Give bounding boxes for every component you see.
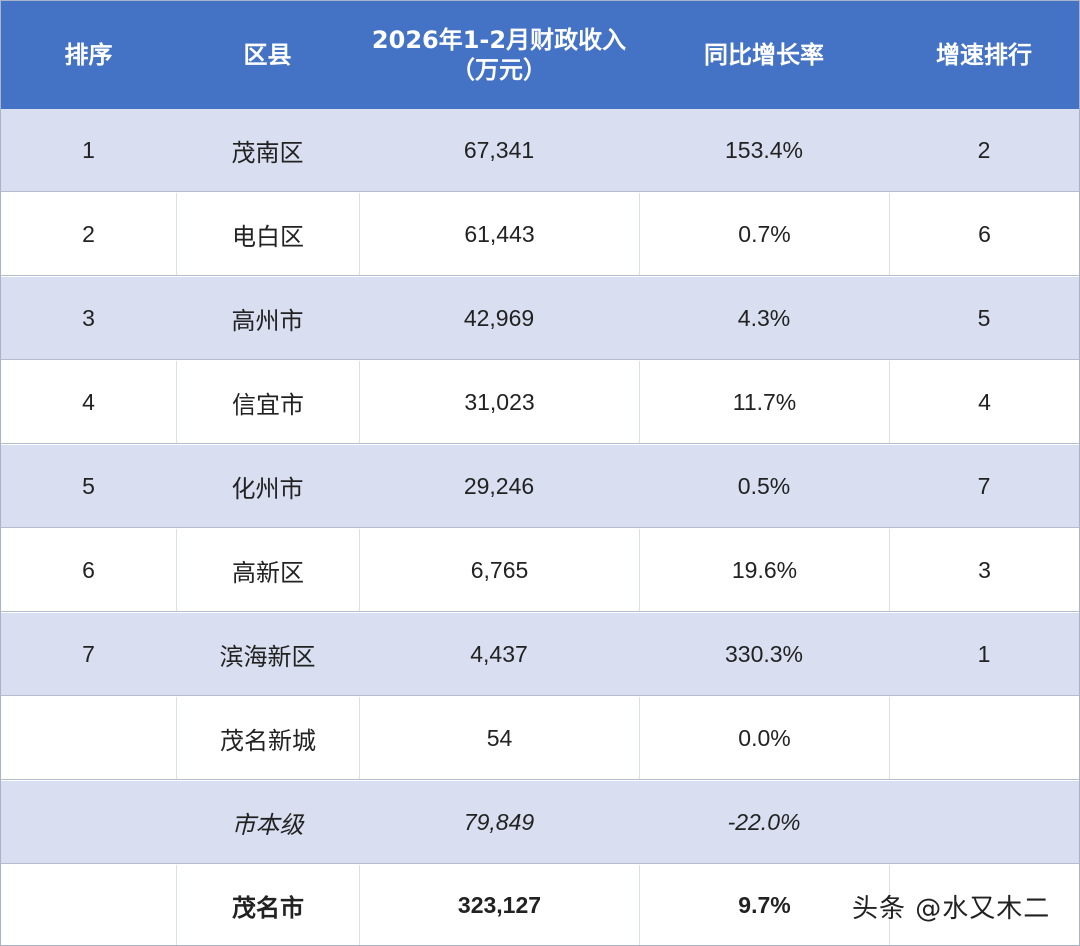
table-row: 4 信宜市 31,023 11.7% 4 (1, 361, 1079, 444)
cell-district: 高新区 (176, 529, 359, 611)
cell-revenue: 42,969 (463, 304, 535, 331)
header-revenue-line2: （万元） (451, 56, 547, 84)
header-revenue-line1: 2026年1-2月财政收入 (371, 26, 627, 54)
table-row: 3 高州市 42,969 4.3% 5 (1, 277, 1079, 360)
cell-growth-rank: 3 (889, 529, 1079, 611)
cell-rank: 6 (82, 556, 95, 583)
header-revenue: 2026年1-2月财政收入 （万元） (359, 1, 639, 109)
cell-revenue: 54 (359, 697, 639, 779)
cell-rank: 1 (82, 136, 95, 163)
cell-district: 滨海新区 (219, 642, 316, 671)
cell-revenue: 79,849 (463, 808, 535, 835)
table-row: 5 化州市 29,246 0.5% 7 (1, 445, 1079, 528)
watermark: 头条 @水又木二 (852, 894, 1051, 924)
cell-district: 茂名市 (176, 865, 359, 945)
cell-rank: 3 (82, 304, 95, 331)
cell-growth: 330.3% (724, 640, 803, 667)
table-row-city-level: 市本级 79,849 -22.0% (1, 781, 1079, 864)
cell-district: 高州市 (231, 306, 304, 335)
cell-district: 茂名新城 (176, 697, 359, 779)
cell-growth-rank: 1 (977, 640, 991, 667)
cell-revenue: 6,765 (359, 529, 639, 611)
cell-growth-rank (889, 865, 1079, 945)
cell-growth-rank: 5 (977, 304, 991, 331)
cell-revenue: 29,246 (463, 472, 535, 499)
cell-growth-rank: 7 (977, 472, 991, 499)
header-rank: 排序 (64, 41, 113, 69)
table-row: 1 茂南区 67,341 153.4% 2 (1, 109, 1079, 192)
header-district: 区县 (243, 41, 292, 69)
cell-district: 茂南区 (231, 138, 304, 167)
cell-rank (1, 865, 176, 945)
cell-rank (1, 781, 176, 863)
cell-growth: 153.4% (724, 136, 803, 163)
cell-growth: 19.6% (639, 529, 889, 611)
cell-district: 信宜市 (176, 361, 359, 443)
cell-revenue: 67,341 (463, 136, 535, 163)
cell-rank: 7 (82, 640, 95, 667)
cell-growth: 0.5% (737, 472, 791, 499)
cell-growth-rank: 6 (889, 193, 1079, 275)
cell-growth: 0.0% (639, 697, 889, 779)
cell-growth-rank: 4 (889, 361, 1079, 443)
table-row: 6 高新区 6,765 19.6% 3 (1, 529, 1079, 612)
cell-rank: 4 (82, 388, 95, 415)
table-row: 7 滨海新区 4,437 330.3% 1 (1, 613, 1079, 696)
cell-revenue: 31,023 (359, 361, 639, 443)
table-row: 茂名新城 54 0.0% (1, 697, 1079, 780)
table-row: 2 电白区 61,443 0.7% 6 (1, 193, 1079, 276)
header-growth: 同比增长率 (704, 41, 824, 69)
cell-rank: 2 (82, 220, 95, 247)
cell-growth: -22.0% (727, 808, 801, 835)
cell-revenue: 61,443 (359, 193, 639, 275)
cell-growth: 9.7% (639, 865, 889, 945)
cell-revenue: 4,437 (470, 640, 528, 667)
cell-district: 电白区 (176, 193, 359, 275)
cell-growth: 0.7% (639, 193, 889, 275)
table-row-total: 茂名市 323,127 9.7% (1, 865, 1079, 945)
cell-rank (1, 697, 176, 779)
cell-district: 化州市 (231, 474, 304, 503)
cell-growth-rank: 2 (977, 136, 991, 163)
cell-growth-rank (889, 697, 1079, 779)
cell-revenue: 323,127 (359, 865, 639, 945)
cell-rank: 5 (82, 472, 95, 499)
header-growth-rank: 增速排行 (936, 41, 1032, 69)
cell-district: 市本级 (231, 810, 304, 839)
cell-growth: 4.3% (737, 304, 791, 331)
table-header: 排序 区县 2026年1-2月财政收入 （万元） 同比增长率 增速排行 (1, 1, 1079, 109)
cell-growth-rank (889, 781, 1079, 863)
cell-growth: 11.7% (639, 361, 889, 443)
